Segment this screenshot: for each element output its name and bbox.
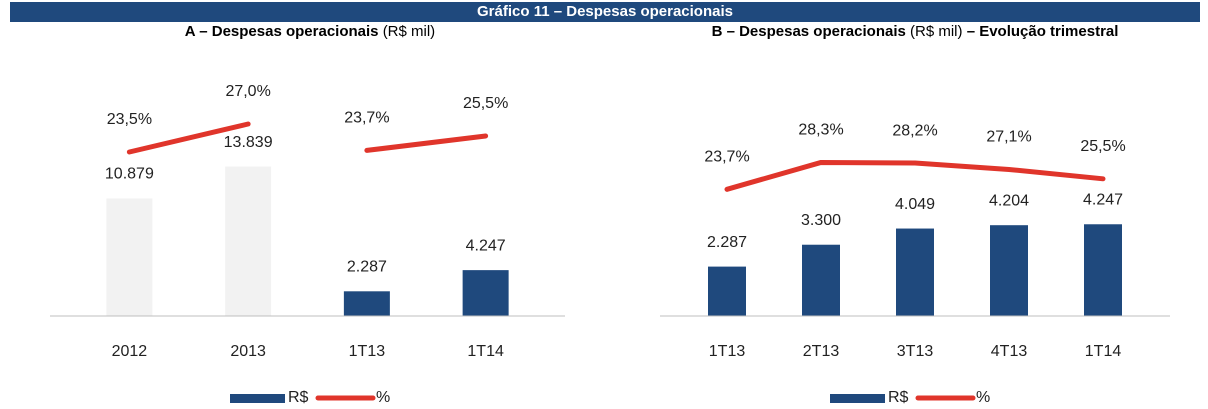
line-value-label: 25,5% — [1080, 138, 1125, 155]
bar-value-label: 4.049 — [895, 196, 935, 213]
subtitle-part: (R$ mil) — [910, 23, 963, 40]
line-value-label: 23,7% — [344, 110, 389, 127]
legend-label: R$ — [288, 389, 309, 406]
x-tick-label: 2013 — [230, 343, 266, 360]
subtitle-part: – Evolução trimestral — [967, 23, 1119, 40]
subtitle-part: A – Despesas operacionais — [185, 23, 379, 40]
bar-value-label: 13.839 — [224, 134, 273, 151]
bar-value-label: 4.204 — [989, 192, 1029, 209]
line-value-label: 27,1% — [986, 129, 1031, 146]
bar-value-label: 2.287 — [707, 234, 747, 251]
x-tick-label: 1T14 — [1085, 343, 1122, 360]
line-value-label: 27,0% — [225, 83, 270, 100]
x-tick-label: 1T13 — [349, 343, 386, 360]
bar-value-label: 3.300 — [801, 212, 841, 229]
line — [364, 133, 489, 153]
legend-swatch — [830, 394, 885, 403]
line-value-label: 28,2% — [892, 122, 937, 139]
subtitle: A – Despesas operacionais (R$ mil) — [185, 23, 435, 40]
x-tick-label: 2012 — [112, 343, 148, 360]
bar-value-label: 2.287 — [347, 259, 387, 276]
line-value-label: 23,5% — [107, 111, 152, 128]
line-value-label: 25,5% — [463, 95, 508, 112]
subtitle-part: (R$ mil) — [383, 23, 436, 40]
bar — [896, 228, 934, 316]
legend-swatch — [230, 394, 285, 403]
bar — [802, 244, 840, 316]
legend-label: R$ — [888, 389, 909, 406]
x-tick-label: 1T14 — [467, 343, 504, 360]
bar-value-label: 10.879 — [105, 166, 154, 183]
bar — [343, 291, 390, 316]
legend-label: % — [976, 389, 990, 406]
bar-value-label: 4.247 — [466, 237, 506, 254]
bar — [708, 266, 746, 316]
line — [724, 159, 1106, 192]
bar — [990, 225, 1028, 316]
bar — [462, 270, 509, 316]
subtitle: B – Despesas operacionais (R$ mil) – Evo… — [712, 23, 1119, 40]
header-title: Gráfico 11 – Despesas operacionais — [477, 3, 733, 20]
x-tick-label: 4T13 — [991, 343, 1028, 360]
x-tick-label: 2T13 — [803, 343, 840, 360]
bar — [225, 166, 272, 316]
bar — [1084, 224, 1122, 316]
x-tick-label: 3T13 — [897, 343, 934, 360]
line-value-label: 23,7% — [704, 149, 749, 166]
bar-value-label: 4.247 — [1083, 191, 1123, 208]
header-band — [10, 2, 1200, 22]
bar — [106, 198, 153, 316]
subtitle-part: B – Despesas operacionais — [712, 23, 906, 40]
legend-label: % — [376, 389, 390, 406]
line-value-label: 28,3% — [798, 122, 843, 139]
line — [126, 121, 251, 155]
x-tick-label: 1T13 — [709, 343, 746, 360]
